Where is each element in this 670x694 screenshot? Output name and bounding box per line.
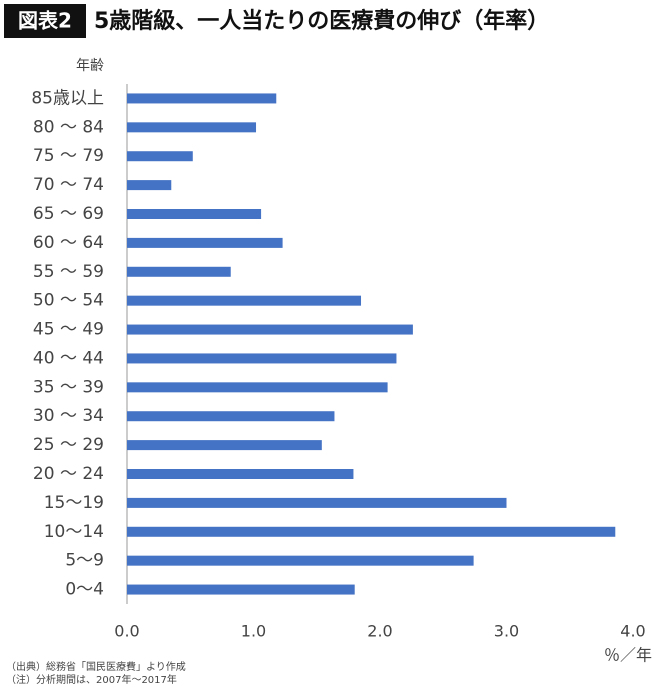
badge: 図表2 bbox=[18, 9, 72, 33]
bar bbox=[127, 122, 257, 133]
badge-bg bbox=[4, 4, 86, 38]
bar bbox=[127, 266, 231, 277]
y-tick-label: 20 ～ 24 bbox=[33, 464, 104, 484]
bar bbox=[127, 324, 413, 335]
y-tick-label: 50 ～ 54 bbox=[33, 291, 104, 311]
x-tick-label: 1.0 bbox=[241, 622, 266, 641]
x-tick-label: 3.0 bbox=[494, 622, 519, 641]
y-tick-label: 40 ～ 44 bbox=[33, 348, 104, 368]
bar bbox=[127, 180, 172, 191]
bar bbox=[127, 440, 322, 451]
note: （注）分析期間は、2007年～2017年 bbox=[6, 673, 177, 686]
bar bbox=[127, 295, 362, 306]
x-tick-label: 2.0 bbox=[367, 622, 392, 641]
y-tick-label: 85歳以上 bbox=[31, 88, 104, 108]
bar bbox=[127, 526, 616, 537]
y-tick-label: 45 ～ 49 bbox=[33, 320, 104, 340]
y-tick-label: 75 ～ 79 bbox=[33, 146, 104, 166]
note: （出典）総務省「国民医療費」より作成 bbox=[6, 660, 186, 673]
y-tick-label: 65 ～ 69 bbox=[33, 204, 104, 224]
y-tick-label: 10～14 bbox=[44, 522, 104, 542]
x-tick-label: 4.0 bbox=[620, 622, 645, 641]
y-tick-label: 80 ～ 84 bbox=[33, 117, 104, 137]
y-tick-label: 35 ～ 39 bbox=[33, 377, 104, 397]
bar bbox=[127, 151, 193, 162]
bar bbox=[127, 237, 283, 248]
bar bbox=[127, 469, 354, 479]
bar bbox=[127, 93, 277, 104]
x-axis-label: ％／年 bbox=[604, 646, 652, 665]
bar bbox=[127, 209, 262, 219]
y-tick-label: 60 ～ 64 bbox=[33, 233, 104, 253]
bar bbox=[127, 584, 355, 595]
y-axis-label: 年齢 bbox=[76, 58, 104, 74]
y-tick-label: 70 ～ 74 bbox=[33, 175, 104, 195]
y-tick-label: 0～4 bbox=[65, 580, 104, 600]
bar bbox=[127, 411, 335, 422]
x-tick-label: 0.0 bbox=[114, 622, 139, 641]
bar bbox=[127, 382, 388, 393]
y-tick-label: 30 ～ 34 bbox=[33, 406, 104, 426]
y-tick-label: 25 ～ 29 bbox=[33, 435, 104, 455]
y-tick-label: 15～19 bbox=[44, 493, 104, 513]
bar bbox=[127, 555, 474, 566]
y-tick-label: 5～9 bbox=[65, 551, 104, 571]
bar bbox=[127, 353, 397, 364]
y-tick-label: 55 ～ 59 bbox=[33, 262, 104, 282]
chart-title: 5歳階級、一人当たりの医療費の伸び（年率） bbox=[94, 8, 549, 34]
bar bbox=[127, 497, 507, 508]
